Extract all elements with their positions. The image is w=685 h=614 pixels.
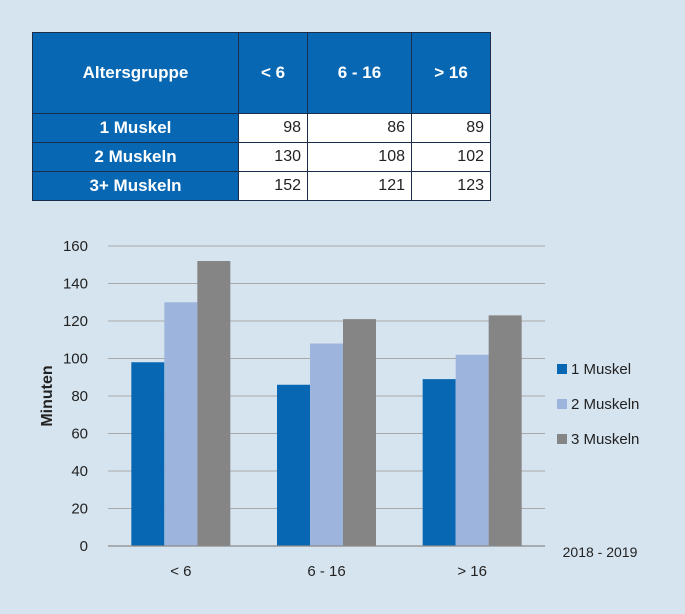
bar-2-2 <box>310 343 343 546</box>
x-tick-label: < 6 <box>170 563 191 580</box>
footnote: 2018 - 2019 <box>563 544 638 560</box>
table-cell: 98 <box>238 113 308 143</box>
bar-1-1 <box>131 362 165 546</box>
legend-label: 2 Muskeln <box>571 396 639 413</box>
table-row: 2 Muskeln 130 108 102 <box>32 142 491 172</box>
table-cell: 108 <box>307 142 412 172</box>
bars <box>131 261 522 546</box>
table-cell: 89 <box>411 113 491 143</box>
legend-label: 3 Muskeln <box>571 431 639 448</box>
row-label: 3+ Muskeln <box>32 171 239 201</box>
table-cell: 121 <box>307 171 412 201</box>
row-label: 2 Muskeln <box>32 142 239 172</box>
data-table: Altersgruppe < 6 6 - 16 > 16 1 Muskel 98… <box>32 32 491 201</box>
x-tick-label: > 16 <box>457 563 487 580</box>
y-tick-label: 140 <box>63 276 88 293</box>
table-cell: 130 <box>238 142 308 172</box>
y-tick-label: 100 <box>63 351 88 368</box>
bar-3-1 <box>197 261 231 546</box>
table-cell: 123 <box>411 171 491 201</box>
legend-label: 1 Muskel <box>571 361 631 378</box>
table-header-cell: > 16 <box>411 32 491 114</box>
bar-1-3 <box>422 379 456 546</box>
bar-2-1 <box>164 302 198 546</box>
legend-swatch <box>557 399 567 409</box>
x-axis-ticks: < 6 6 - 16 > 16 <box>170 563 487 580</box>
bar-3-3 <box>488 315 522 546</box>
bar-3-2 <box>343 319 376 546</box>
legend-swatch <box>557 364 567 374</box>
y-tick-label: 20 <box>71 501 88 518</box>
legend-swatch <box>557 434 567 444</box>
legend: 1 Muskel 2 Muskeln 3 Muskeln <box>557 361 639 448</box>
table-row: 1 Muskel 98 86 89 <box>32 113 491 143</box>
table-header-cell: Altersgruppe <box>32 32 239 114</box>
y-tick-label: 0 <box>80 538 88 555</box>
row-label: 1 Muskel <box>32 113 239 143</box>
y-tick-label: 60 <box>71 426 88 443</box>
x-tick-label: 6 - 16 <box>307 563 345 580</box>
bar-2-3 <box>455 354 489 546</box>
y-tick-label: 80 <box>71 388 88 405</box>
y-axis-label: Minuten <box>39 365 56 426</box>
table-header-row: Altersgruppe < 6 6 - 16 > 16 <box>32 32 491 114</box>
y-axis-ticks: 0 20 40 60 80 100 120 140 160 <box>63 238 88 555</box>
y-tick-label: 160 <box>63 238 88 255</box>
bar-1-2 <box>277 384 310 546</box>
table-row: 3+ Muskeln 152 121 123 <box>32 171 491 201</box>
table-cell: 152 <box>238 171 308 201</box>
y-tick-label: 120 <box>63 313 88 330</box>
y-tick-label: 40 <box>71 463 88 480</box>
table-cell: 86 <box>307 113 412 143</box>
